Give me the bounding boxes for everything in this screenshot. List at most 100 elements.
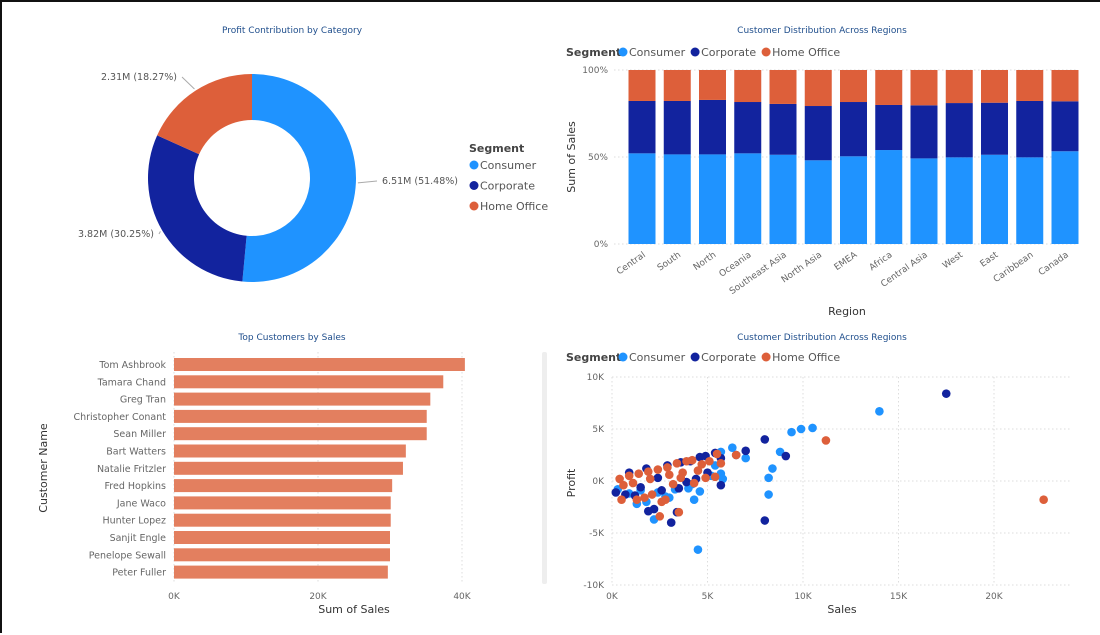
point-consumer[interactable] xyxy=(796,424,806,434)
customer-bar[interactable] xyxy=(174,513,391,527)
bar-home-office[interactable] xyxy=(699,70,726,100)
point-corporate[interactable] xyxy=(716,480,726,490)
point-consumer[interactable] xyxy=(741,453,750,463)
bar-home-office[interactable] xyxy=(910,70,938,106)
bar-corporate[interactable] xyxy=(699,99,726,155)
point-home-office[interactable] xyxy=(710,472,720,482)
point-consumer[interactable] xyxy=(695,487,705,496)
bar-corporate[interactable] xyxy=(1051,101,1079,152)
point-consumer[interactable] xyxy=(768,464,777,473)
customer-bar[interactable] xyxy=(174,392,431,406)
point-consumer[interactable] xyxy=(764,490,773,499)
bar-consumer[interactable] xyxy=(981,154,1008,244)
point-corporate[interactable] xyxy=(636,482,645,492)
bar-home-office[interactable] xyxy=(840,70,867,103)
bar-home-office[interactable] xyxy=(663,70,691,101)
point-home-office[interactable] xyxy=(632,495,642,505)
bar-home-office[interactable] xyxy=(1051,70,1079,102)
bar-corporate[interactable] xyxy=(769,103,797,155)
bar-consumer[interactable] xyxy=(734,153,762,244)
point-consumer[interactable] xyxy=(764,473,773,483)
point-home-office[interactable] xyxy=(821,436,831,445)
bar-home-office[interactable] xyxy=(945,70,973,104)
scrollbar[interactable] xyxy=(542,352,547,584)
bar-corporate[interactable] xyxy=(840,102,867,157)
point-consumer[interactable] xyxy=(875,407,884,416)
bar-consumer[interactable] xyxy=(699,154,726,244)
point-corporate[interactable] xyxy=(741,446,750,456)
point-consumer[interactable] xyxy=(728,443,737,453)
point-consumer[interactable] xyxy=(787,427,796,437)
point-home-office[interactable] xyxy=(1039,495,1048,505)
point-corporate[interactable] xyxy=(611,488,621,497)
customer-bar[interactable] xyxy=(174,461,403,475)
bar-home-office[interactable] xyxy=(1016,70,1044,101)
point-home-office[interactable] xyxy=(661,495,670,505)
point-home-office[interactable] xyxy=(640,493,649,502)
bar-consumer[interactable] xyxy=(1016,157,1044,244)
point-corporate[interactable] xyxy=(941,389,951,398)
point-home-office[interactable] xyxy=(697,460,707,469)
point-home-office[interactable] xyxy=(619,480,628,490)
point-corporate[interactable] xyxy=(760,435,770,444)
point-home-office[interactable] xyxy=(682,456,691,466)
point-home-office[interactable] xyxy=(663,463,672,472)
customer-bar[interactable] xyxy=(174,479,393,493)
legend-item-consumer[interactable]: Consumer xyxy=(480,159,537,172)
customer-bar[interactable] xyxy=(174,444,406,458)
point-consumer[interactable] xyxy=(693,545,703,554)
point-home-office[interactable] xyxy=(668,479,678,489)
customer-bar[interactable] xyxy=(174,427,427,441)
legend-item-home-office[interactable]: Home Office xyxy=(772,351,840,364)
legend-item-corporate[interactable]: Corporate xyxy=(701,46,756,59)
point-home-office[interactable] xyxy=(705,456,714,466)
bar-corporate[interactable] xyxy=(734,102,762,154)
point-corporate[interactable] xyxy=(653,473,663,483)
point-home-office[interactable] xyxy=(624,471,634,481)
point-corporate[interactable] xyxy=(760,516,770,525)
point-home-office[interactable] xyxy=(617,495,626,505)
point-home-office[interactable] xyxy=(701,473,710,483)
bar-consumer[interactable] xyxy=(945,157,973,244)
point-corporate[interactable] xyxy=(781,451,791,461)
point-home-office[interactable] xyxy=(693,466,703,475)
bar-consumer[interactable] xyxy=(910,158,938,244)
point-home-office[interactable] xyxy=(716,459,726,468)
bar-consumer[interactable] xyxy=(840,156,867,244)
legend-item-corporate[interactable]: Corporate xyxy=(480,180,535,193)
bar-home-office[interactable] xyxy=(734,70,762,103)
bar-consumer[interactable] xyxy=(628,153,656,244)
bar-home-office[interactable] xyxy=(628,70,656,101)
legend-item-home-office[interactable]: Home Office xyxy=(480,200,548,213)
customer-bar[interactable] xyxy=(174,531,390,544)
customer-bar[interactable] xyxy=(174,565,388,579)
legend-item-consumer[interactable]: Consumer xyxy=(629,46,686,59)
point-home-office[interactable] xyxy=(731,450,741,460)
point-home-office[interactable] xyxy=(634,469,644,479)
point-home-office[interactable] xyxy=(628,478,638,488)
customer-bar[interactable] xyxy=(174,496,391,510)
customer-bar[interactable] xyxy=(174,409,427,423)
bar-home-office[interactable] xyxy=(769,70,797,104)
bar-home-office[interactable] xyxy=(875,70,903,105)
bar-corporate[interactable] xyxy=(1016,100,1044,158)
bar-corporate[interactable] xyxy=(663,100,691,155)
point-home-office[interactable] xyxy=(645,474,655,484)
customer-bar[interactable] xyxy=(174,548,390,562)
point-home-office[interactable] xyxy=(674,507,684,517)
bar-consumer[interactable] xyxy=(804,160,832,244)
point-home-office[interactable] xyxy=(665,470,674,480)
point-home-office[interactable] xyxy=(689,478,699,488)
point-home-office[interactable] xyxy=(643,467,653,476)
point-home-office[interactable] xyxy=(672,459,682,468)
bar-home-office[interactable] xyxy=(981,70,1008,103)
point-corporate[interactable] xyxy=(657,486,666,495)
bar-home-office[interactable] xyxy=(804,70,832,107)
point-home-office[interactable] xyxy=(653,465,663,474)
bar-corporate[interactable] xyxy=(910,105,938,159)
bar-consumer[interactable] xyxy=(1051,151,1079,244)
point-home-office[interactable] xyxy=(615,474,624,484)
bar-consumer[interactable] xyxy=(875,150,903,244)
bar-consumer[interactable] xyxy=(663,154,691,244)
legend-item-corporate[interactable]: Corporate xyxy=(701,351,756,364)
